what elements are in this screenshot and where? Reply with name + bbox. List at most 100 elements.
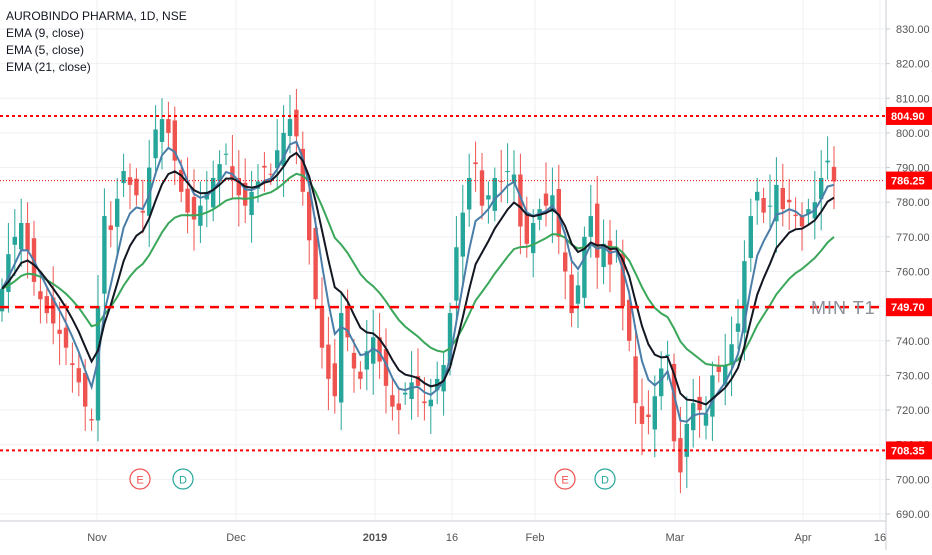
candle-body[interactable] <box>63 327 69 348</box>
candle-body[interactable] <box>185 188 190 213</box>
candle-body[interactable] <box>339 313 344 403</box>
min-t1-label[interactable]: MIN T1 <box>811 298 876 318</box>
candle-body[interactable] <box>787 199 792 203</box>
candle-body[interactable] <box>371 337 376 364</box>
dividend-marker[interactable] <box>172 468 194 490</box>
candle-body[interactable] <box>12 236 17 245</box>
candle-body[interactable] <box>172 120 177 161</box>
candle-body[interactable] <box>742 261 747 333</box>
candle-body[interactable] <box>550 195 555 212</box>
candle-body[interactable] <box>415 376 421 386</box>
candle-body[interactable] <box>268 173 273 175</box>
candle-body[interactable] <box>659 368 664 397</box>
candle-body[interactable] <box>25 223 30 251</box>
candle-body[interactable] <box>735 323 741 332</box>
candle-body[interactable] <box>665 354 670 357</box>
candle-body[interactable] <box>755 191 760 201</box>
candle-body[interactable] <box>326 344 331 379</box>
candle-body[interactable] <box>153 129 158 159</box>
candle-body[interactable] <box>281 132 286 166</box>
candle-body[interactable] <box>716 366 721 372</box>
candle-body[interactable] <box>780 188 785 210</box>
candle-body[interactable] <box>729 344 734 366</box>
candle-body[interactable] <box>806 209 811 214</box>
candle-body[interactable] <box>486 195 491 200</box>
candle-body[interactable] <box>217 164 222 182</box>
candle-body[interactable] <box>646 414 651 417</box>
candle-body[interactable] <box>652 396 657 430</box>
candle-body[interactable] <box>697 396 702 411</box>
candle-body[interactable] <box>422 401 427 404</box>
candle-body[interactable] <box>390 395 395 407</box>
candle-body[interactable] <box>774 184 779 222</box>
candle-body[interactable] <box>473 162 478 165</box>
candle-body[interactable] <box>102 216 107 294</box>
candle-body[interactable] <box>710 375 715 417</box>
candle-body[interactable] <box>115 198 120 227</box>
candle-body[interactable] <box>223 153 229 155</box>
candle-body[interactable] <box>70 363 75 366</box>
candle-body[interactable] <box>134 178 139 196</box>
candle-body[interactable] <box>723 365 728 385</box>
candle-body[interactable] <box>313 227 318 300</box>
candle-body[interactable] <box>166 119 171 133</box>
candle-body[interactable] <box>383 349 389 386</box>
candle-body[interactable] <box>748 216 753 258</box>
candle-body[interactable] <box>307 191 312 241</box>
candle-body[interactable] <box>345 306 350 338</box>
earnings-marker[interactable] <box>129 468 151 490</box>
candle-body[interactable] <box>531 223 536 254</box>
candle-body[interactable] <box>300 148 305 192</box>
candle-body[interactable] <box>825 160 830 163</box>
candle-body[interactable] <box>543 193 549 206</box>
candle-body[interactable] <box>511 174 517 184</box>
candle-body[interactable] <box>249 191 254 216</box>
candle-body[interactable] <box>499 181 504 183</box>
candle-body[interactable] <box>319 308 325 348</box>
candle-body[interactable] <box>83 373 88 407</box>
candle-body[interactable] <box>505 171 510 173</box>
candle-body[interactable] <box>287 119 293 137</box>
candle-body[interactable] <box>51 297 56 324</box>
candle-body[interactable] <box>639 406 645 424</box>
candle-body[interactable] <box>255 181 261 189</box>
candle-body[interactable] <box>492 177 497 211</box>
candle-body[interactable] <box>799 216 805 227</box>
candle-body[interactable] <box>671 363 677 442</box>
candle-body[interactable] <box>454 247 459 301</box>
candle-body[interactable] <box>595 203 600 258</box>
candle-body[interactable] <box>236 177 241 196</box>
candle-body[interactable] <box>179 169 184 192</box>
candle-body[interactable] <box>358 371 363 379</box>
candle-body[interactable] <box>351 352 357 369</box>
dividend-marker[interactable] <box>594 468 616 490</box>
candle-body[interactable] <box>127 177 133 185</box>
candle-body[interactable] <box>831 166 837 182</box>
candle-body[interactable] <box>428 399 433 407</box>
candle-body[interactable] <box>364 351 369 370</box>
candle-body[interactable] <box>582 236 587 298</box>
candle-body[interactable] <box>211 177 216 208</box>
candle-body[interactable] <box>19 223 24 250</box>
indicator-ema5[interactable]: EMA (5, close) <box>6 43 85 57</box>
candle-body[interactable] <box>198 205 203 226</box>
candle-body[interactable] <box>524 213 529 244</box>
candle-body[interactable] <box>230 166 235 178</box>
candle-body[interactable] <box>460 212 465 257</box>
candle-body[interactable] <box>569 274 574 314</box>
candle-body[interactable] <box>620 253 625 307</box>
candle-body[interactable] <box>563 252 568 272</box>
candle-body[interactable] <box>479 170 485 206</box>
indicator-ema9[interactable]: EMA (9, close) <box>6 26 85 40</box>
candle-body[interactable] <box>294 109 299 137</box>
candle-body[interactable] <box>377 337 382 362</box>
candle-body[interactable] <box>140 210 145 213</box>
candle-body[interactable] <box>0 288 5 312</box>
candle-body[interactable] <box>684 423 689 457</box>
candle-body[interactable] <box>633 356 638 404</box>
candle-body[interactable] <box>588 216 593 237</box>
candle-body[interactable] <box>89 419 94 421</box>
candle-body[interactable] <box>147 167 152 216</box>
